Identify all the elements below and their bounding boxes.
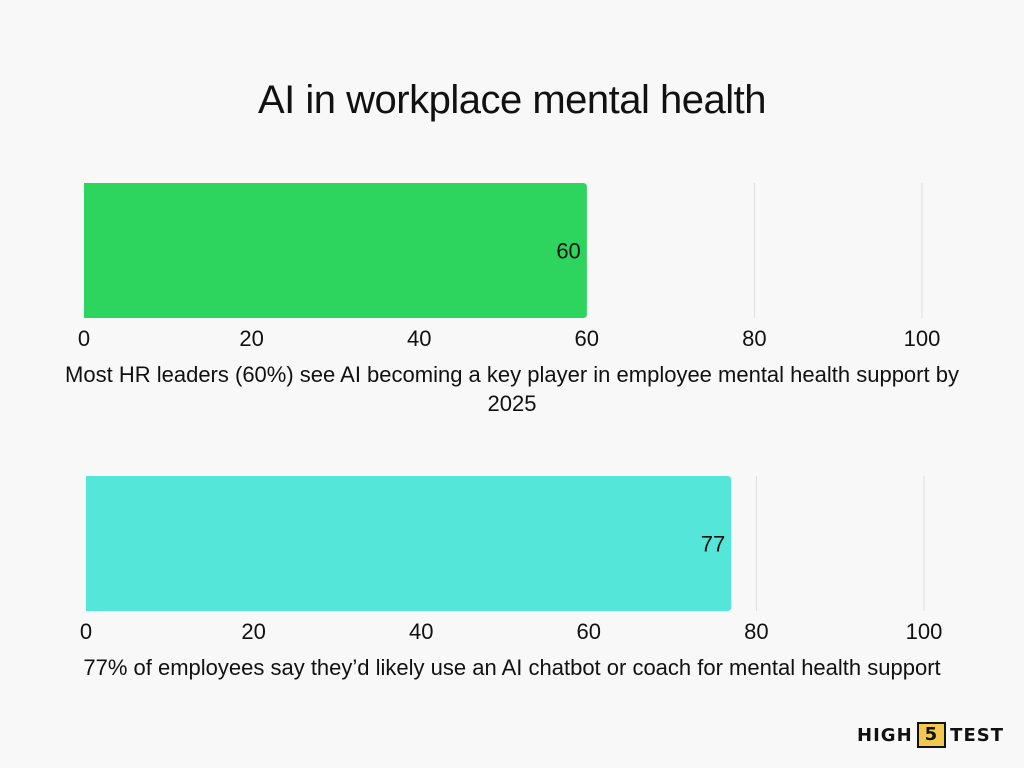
logo-text-right: TEST [950, 724, 1004, 746]
chart-1-tick-label: 60 [575, 326, 599, 351]
chart-2-bar [86, 476, 732, 611]
chart-2-tick-label: 0 [80, 619, 92, 644]
logo-text-left: HIGH [857, 724, 913, 746]
chart-2-caption: 77% of employees say they’d likely use a… [83, 655, 941, 680]
chart-1-tick-label: 100 [904, 326, 941, 351]
logo-number: 5 [916, 722, 947, 748]
chart-1-tick-label: 40 [407, 326, 431, 351]
chart-2-tick-label: 60 [577, 619, 601, 644]
chart-2-data-label: 77 [701, 532, 725, 557]
chart-1-tick-label: 80 [742, 326, 766, 351]
chart-1-bar [84, 183, 587, 318]
chart-2-tick-label: 80 [744, 619, 768, 644]
chart-1-data-label: 60 [556, 239, 580, 264]
chart-title: AI in workplace mental health [258, 78, 767, 122]
brand-logo: HIGH 5 TEST [857, 722, 1004, 748]
chart-1-caption: Most HR leaders (60%) see AI becoming a … [65, 362, 959, 416]
chart-2-tick-label: 100 [906, 619, 943, 644]
chart-2-tick-label: 40 [409, 619, 433, 644]
chart-2-tick-label: 20 [241, 619, 265, 644]
chart-1-tick-label: 20 [239, 326, 263, 351]
chart-1-tick-label: 0 [78, 326, 90, 351]
